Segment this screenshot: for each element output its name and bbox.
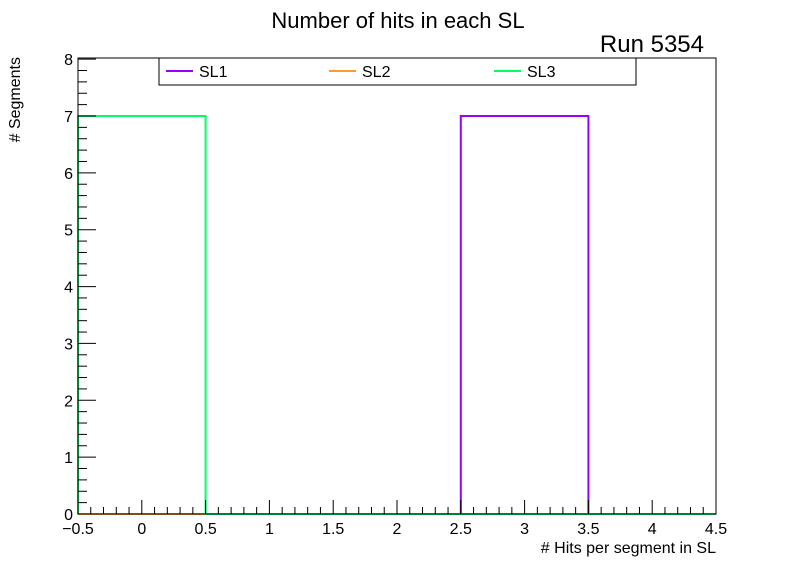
legend-item-sl1: SL1 xyxy=(166,64,228,81)
y-axis-label: # Segments xyxy=(7,57,24,142)
x-tick-label: 2.5 xyxy=(450,521,472,538)
legend-label: SL1 xyxy=(199,64,228,81)
y-tick-label: 6 xyxy=(64,166,73,183)
legend-label: SL3 xyxy=(527,64,556,81)
y-tick-label: 4 xyxy=(64,280,73,297)
y-tick-label: 8 xyxy=(64,52,73,69)
x-tick-label: 3 xyxy=(520,521,529,538)
legend-item-sl3: SL3 xyxy=(494,64,556,81)
y-tick-label: 2 xyxy=(64,393,73,410)
x-tick-label: 3.5 xyxy=(577,521,599,538)
histogram-sl3 xyxy=(77,114,716,515)
chart-title: Number of hits in each SL xyxy=(271,8,524,33)
y-tick-label: 0 xyxy=(64,507,73,524)
x-tick-label: 1.5 xyxy=(322,521,344,538)
y-tick-label: 3 xyxy=(64,336,73,353)
plot-frame xyxy=(77,57,717,515)
legend-box xyxy=(158,57,637,86)
histogram-sl1 xyxy=(78,114,716,515)
y-tick-label: 1 xyxy=(64,450,73,467)
x-tick-label: 1 xyxy=(265,521,274,538)
histogram-series-group xyxy=(77,114,716,515)
run-label: Run 5354 xyxy=(600,31,704,58)
legend-label: SL2 xyxy=(362,64,391,81)
legend-item-sl2: SL2 xyxy=(329,64,391,81)
x-tick-label: 4 xyxy=(648,521,657,538)
x-axis-label: # Hits per segment in SL xyxy=(541,540,716,557)
x-tick-label: 0 xyxy=(137,521,146,538)
y-tick-label: 7 xyxy=(64,109,73,126)
x-tick-label: −0.5 xyxy=(62,521,94,538)
legend: SL1 SL2 SL3 xyxy=(158,57,637,86)
x-tick-label: 2 xyxy=(393,521,402,538)
x-tick-label: 4.5 xyxy=(705,521,727,538)
y-tick-label: 5 xyxy=(64,223,73,240)
x-tick-label: 0.5 xyxy=(194,521,216,538)
